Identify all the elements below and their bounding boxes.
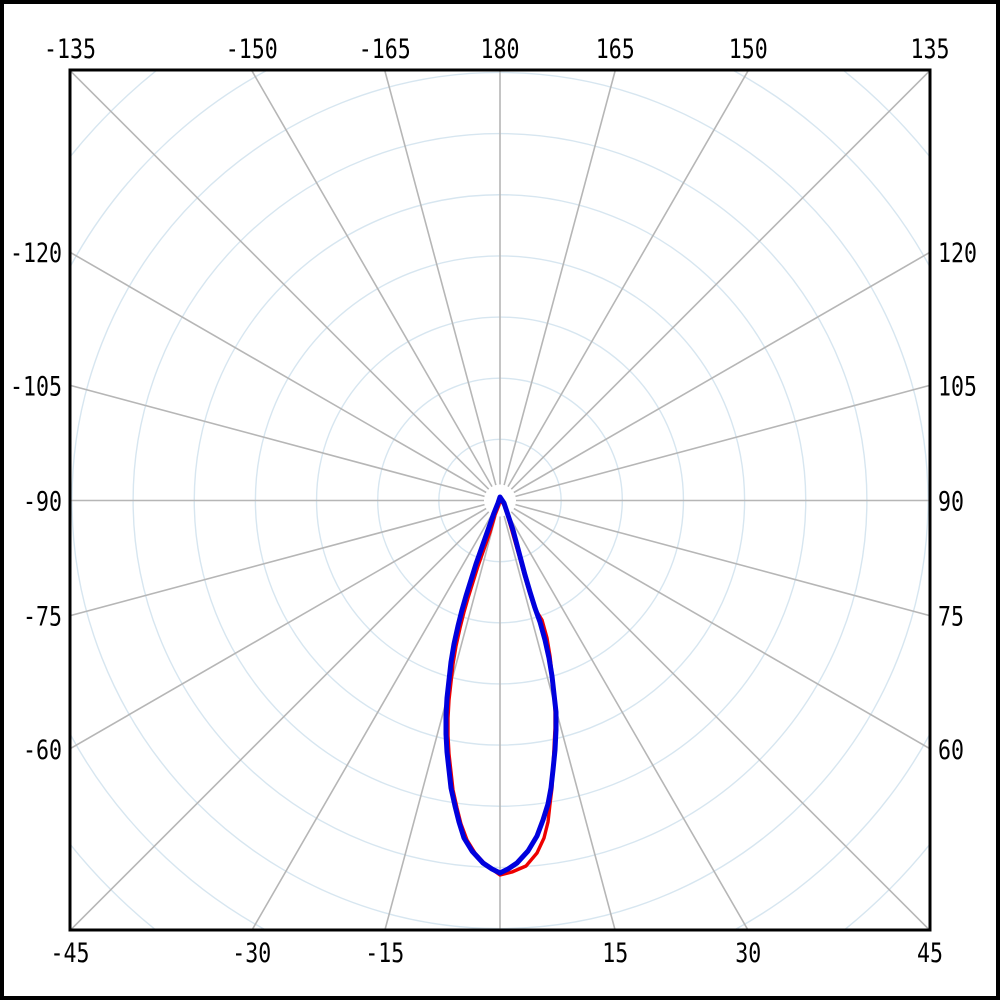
- polar-grid-rays: [71, 71, 929, 929]
- angle-label: -120: [10, 238, 62, 269]
- grid-ray: [510, 71, 929, 490]
- angle-label: 90: [938, 487, 964, 518]
- angle-label: 180: [481, 34, 520, 65]
- grid-ray: [507, 513, 749, 929]
- angle-label: 45: [917, 938, 943, 969]
- angle-label: 135: [911, 34, 950, 65]
- angle-label: -45: [51, 938, 90, 969]
- grid-ray: [384, 515, 497, 929]
- angle-label: 105: [938, 371, 977, 402]
- plot-frame-border: [68, 68, 932, 932]
- angle-label: 120: [938, 238, 977, 269]
- grid-ray: [513, 507, 929, 750]
- angle-label: -90: [23, 487, 62, 518]
- grid-ray: [251, 71, 493, 488]
- angle-label: 30: [735, 938, 761, 969]
- grid-ray: [71, 251, 487, 494]
- angle-label: -105: [10, 371, 62, 402]
- angle-label: 15: [602, 938, 628, 969]
- angle-label: -135: [44, 34, 96, 65]
- angle-label: 150: [729, 34, 768, 65]
- grid-ray: [71, 503, 485, 617]
- angle-label: 165: [596, 34, 635, 65]
- grid-ray: [251, 513, 493, 929]
- angle-label: 75: [938, 602, 964, 633]
- grid-ray: [515, 503, 929, 617]
- angle-label: -15: [365, 938, 404, 969]
- angle-labels: -135 -150 -165 180 165 150 135 120 105 90 75 60 45 30…: [10, 34, 977, 969]
- grid-ray: [71, 507, 487, 750]
- angle-label: -165: [359, 34, 411, 65]
- angle-label: -60: [23, 735, 62, 766]
- grid-ray: [503, 71, 616, 486]
- polar-chart-canvas: -135 -150 -165 180 165 150 135 120 105 90 75 60 45 30…: [10, 34, 977, 969]
- angle-label: 60: [938, 735, 964, 766]
- grid-ray: [507, 71, 749, 488]
- angle-label: -30: [232, 938, 271, 969]
- intensity-curves: [443, 494, 559, 877]
- grid-ray: [71, 511, 490, 929]
- grid-ray: [513, 251, 929, 494]
- grid-ray: [71, 384, 485, 498]
- grid-ray: [510, 511, 929, 929]
- angle-label: -75: [23, 602, 62, 633]
- grid-ray: [71, 71, 490, 490]
- angle-label: -150: [226, 34, 278, 65]
- grid-ray: [515, 384, 929, 498]
- series-blue-curve: [443, 494, 559, 876]
- grid-ray: [503, 515, 616, 929]
- grid-ray: [384, 71, 497, 486]
